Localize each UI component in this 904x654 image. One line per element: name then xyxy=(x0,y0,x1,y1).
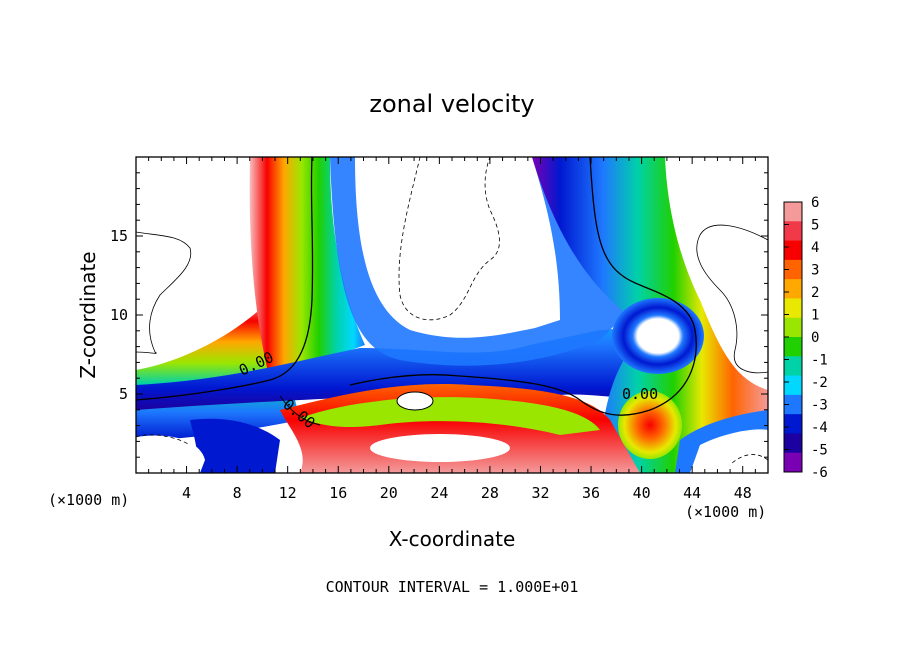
field-plume-left xyxy=(249,157,365,380)
colorbar-label: -6 xyxy=(811,465,828,481)
colorbar-swatch xyxy=(784,317,802,338)
contour-solid-2 xyxy=(349,157,697,416)
colorbar-label: -5 xyxy=(811,443,828,459)
contour-dashed-2 xyxy=(136,434,191,446)
colorbar: 6 5 4 3 2 1 0 -1 -2 -3 -4 -5 -6 xyxy=(783,195,828,481)
x-tick-label: 40 xyxy=(633,484,651,502)
colorbar-swatch xyxy=(784,375,802,396)
y-axis: 5 10 15 xyxy=(110,172,768,458)
colorbar-swatch xyxy=(784,240,802,261)
x-tick-label: 36 xyxy=(582,484,600,502)
colorbar-label: 0 xyxy=(811,330,819,346)
colorbar-label: -1 xyxy=(811,353,828,369)
x-tick-label: 48 xyxy=(734,484,752,502)
colorbar-swatch xyxy=(784,356,802,377)
contour-thin-2 xyxy=(696,224,768,374)
y-tick-label: 5 xyxy=(119,385,128,403)
contour-lines xyxy=(136,157,768,466)
contour-dashed-3 xyxy=(729,454,768,466)
field-lower-green xyxy=(300,397,600,435)
field-white-left xyxy=(136,435,205,473)
colorbar-swatch xyxy=(784,433,802,454)
field-white-right xyxy=(690,429,768,473)
contour-dashed-1 xyxy=(398,157,500,321)
colorbar-label: 6 xyxy=(811,195,819,211)
colorbar-label: 4 xyxy=(811,240,819,256)
y-tick-label: 15 xyxy=(110,227,128,245)
x-tick-label: 16 xyxy=(329,484,347,502)
colorbar-label: 1 xyxy=(811,308,819,324)
x-axis: 4 8 12 16 20 24 28 32 36 40 44 48 xyxy=(148,157,756,502)
x-tick-label: 28 xyxy=(481,484,499,502)
colorbar-swatch xyxy=(784,337,802,357)
x-tick-label: 20 xyxy=(380,484,398,502)
velocity-field xyxy=(136,157,768,473)
colorbar-swatch xyxy=(784,221,802,242)
chart-title: zonal velocity xyxy=(369,90,534,118)
contour-solid-1 xyxy=(136,157,314,401)
contour-label-3: 0.00 xyxy=(622,385,658,403)
field-white-ellipse xyxy=(396,391,434,411)
y-axis-label: Z-coordinate xyxy=(76,251,100,378)
colorbar-label: -3 xyxy=(811,398,828,414)
x-tick-label: 8 xyxy=(233,484,242,502)
colorbar-label: -4 xyxy=(811,420,828,436)
colorbar-swatch xyxy=(784,452,802,473)
field-bottom-left xyxy=(190,418,280,473)
x-axis-label: X-coordinate xyxy=(389,527,516,551)
colorbar-swatch xyxy=(784,259,802,280)
x-tick-label: 4 xyxy=(182,484,191,502)
colorbar-label: 5 xyxy=(811,218,819,234)
colorbar-label: 3 xyxy=(811,263,819,279)
field-hot-spot xyxy=(618,391,682,459)
colorbar-swatch xyxy=(784,279,802,299)
colorbar-swatch xyxy=(784,202,802,222)
x-tick-label: 12 xyxy=(279,484,297,502)
field-white-patch xyxy=(370,434,510,462)
contour-interval-note: CONTOUR INTERVAL = 1.000E+01 xyxy=(326,578,579,596)
contour-thin-1 xyxy=(136,231,192,354)
colorbar-label: 2 xyxy=(811,285,819,301)
colorbar-swatch xyxy=(784,414,802,434)
x-tick-label: 24 xyxy=(430,484,448,502)
contour-solid-3 xyxy=(279,395,321,426)
x-tick-label: 32 xyxy=(531,484,549,502)
colorbar-swatch xyxy=(784,394,802,415)
x-tick-label: 44 xyxy=(683,484,701,502)
colorbar-swatch xyxy=(784,298,802,319)
x-unit-right: (×1000 m) xyxy=(685,503,766,521)
field-vortex xyxy=(612,298,704,374)
colorbar-label: -2 xyxy=(811,375,828,391)
x-unit-left: (×1000 m) xyxy=(48,491,129,509)
y-tick-label: 10 xyxy=(110,306,128,324)
